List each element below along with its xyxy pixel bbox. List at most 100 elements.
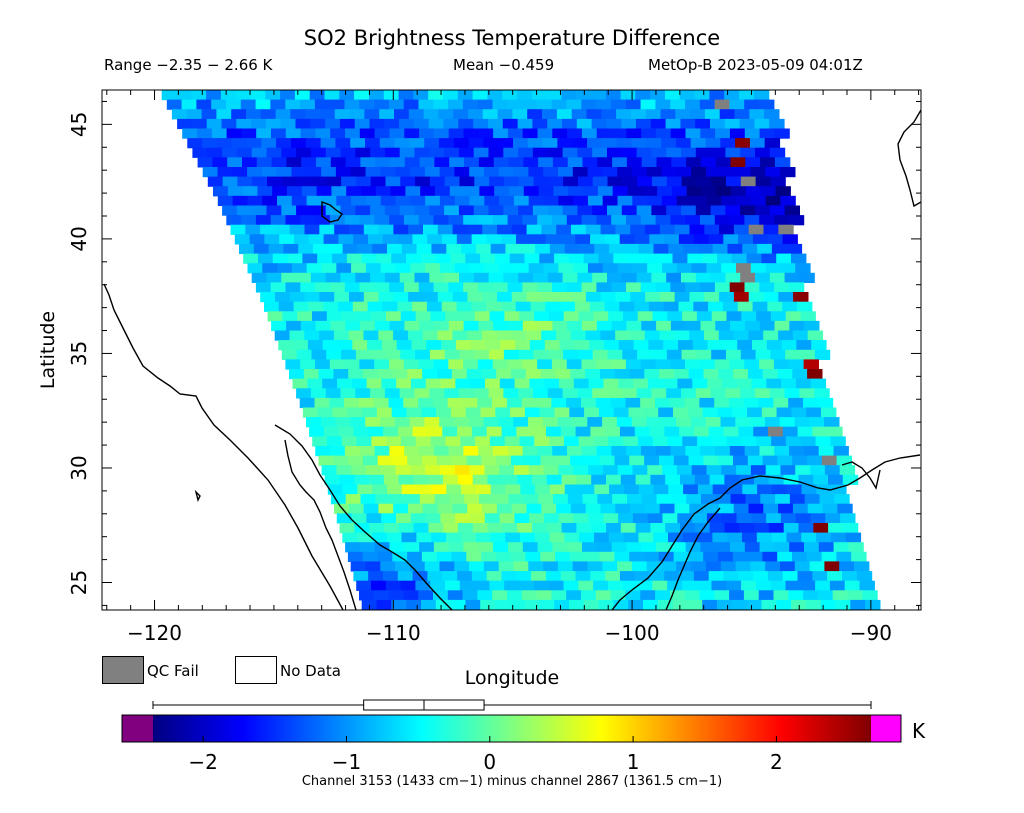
heatmap-cell [523,494,539,505]
heatmap-cell [518,176,535,187]
heatmap-cell [446,532,462,543]
heatmap-cell [461,243,477,255]
heatmap-cell [413,90,429,101]
heatmap-cell [424,619,439,629]
heatmap-cell [341,349,357,360]
heatmap-cell [606,118,622,130]
heatmap-cell [652,580,668,591]
heatmap-cell [769,118,785,130]
heatmap-cell [363,292,380,303]
heatmap-cell [771,436,787,447]
heatmap-cell [836,551,852,562]
heatmap-cell [400,176,416,187]
heatmap-cell [519,436,535,447]
heatmap-cell [676,263,693,274]
heatmap-cell [661,167,677,178]
heatmap-cell [556,503,572,514]
heatmap-cell [502,474,518,485]
heatmap-cell [451,369,468,380]
heatmap-cell [697,532,713,543]
heatmap-cell [840,513,856,524]
heatmap-cell [601,109,617,120]
heatmap-cell [191,118,208,130]
heatmap-cell [572,167,589,178]
heatmap-cell [595,590,612,601]
heatmap-cell [401,532,417,543]
heatmap-cell [384,523,400,534]
heatmap-cell [666,349,683,360]
heatmap-cell [659,292,676,303]
heatmap-cell [637,176,653,187]
heatmap-cell [562,272,578,283]
heatmap-cell [293,301,309,312]
heatmap-cell [740,388,756,399]
heatmap-cell [439,417,455,428]
heatmap-cell [419,446,435,457]
heatmap-cell [454,167,470,178]
heatmap-cell [290,109,306,120]
heatmap-cell [232,195,248,206]
heatmap-cell [567,542,583,553]
heatmap-cell [780,465,796,476]
heatmap-cell [336,195,352,206]
heatmap-cell [473,118,489,130]
heatmap-cell [286,320,302,332]
heatmap-cell [482,330,498,341]
heatmap-cell [541,503,557,514]
heatmap-cell [433,359,449,370]
heatmap-cell [370,147,386,158]
heatmap-cell [765,195,781,206]
heatmap-cell [354,90,370,101]
heatmap-cell [575,426,591,437]
heatmap-cell [468,417,485,428]
heatmap-cell [388,590,404,601]
heatmap-cell [821,455,838,466]
heatmap-cell [503,205,519,216]
heatmap-cell [585,503,602,514]
heatmap-cell [710,272,726,283]
heatmap-cell [723,426,739,437]
heatmap-cell [451,455,468,466]
heatmap-cell [361,253,378,264]
heatmap-cell [252,176,268,187]
heatmap-cell [577,388,593,399]
heatmap-cell [612,494,628,505]
heatmap-cell [379,138,396,149]
heatmap-cell [306,263,323,274]
heatmap-cell [633,340,649,351]
heatmap-cell [590,571,606,582]
heatmap-cell [297,311,313,322]
heatmap-cell [670,542,687,553]
heatmap-cell [525,369,542,380]
heatmap-cell [699,359,716,370]
heatmap-cell [383,90,400,101]
heatmap-cell [359,542,376,553]
heatmap-cell [524,253,540,264]
heatmap-cell [437,503,453,514]
heatmap-cell [744,446,761,457]
mean-text: Mean −0.459 [453,56,555,74]
heatmap-cell [558,513,575,524]
heatmap-cell [735,417,751,428]
heatmap-cell [556,292,572,303]
heatmap-cell [509,599,526,610]
heatmap-cell [381,513,397,524]
heatmap-cell [314,99,331,110]
heatmap-cell [483,138,499,149]
heatmap-cell [786,484,803,495]
heatmap-cell [274,330,291,341]
heatmap-cell [803,397,819,409]
heatmap-cell [211,128,228,139]
heatmap-cell [236,118,252,130]
heatmap-cell [748,292,765,303]
heatmap-cell [636,147,652,158]
heatmap-cell [327,436,343,447]
heatmap-cell [213,186,229,197]
heatmap-cell [374,359,390,370]
heatmap-cell [718,369,734,380]
heatmap-cell [542,417,559,428]
heatmap-cell [432,397,449,409]
heatmap-cell [541,292,557,303]
heatmap-cell [610,397,626,409]
heatmap-cell [637,311,654,322]
